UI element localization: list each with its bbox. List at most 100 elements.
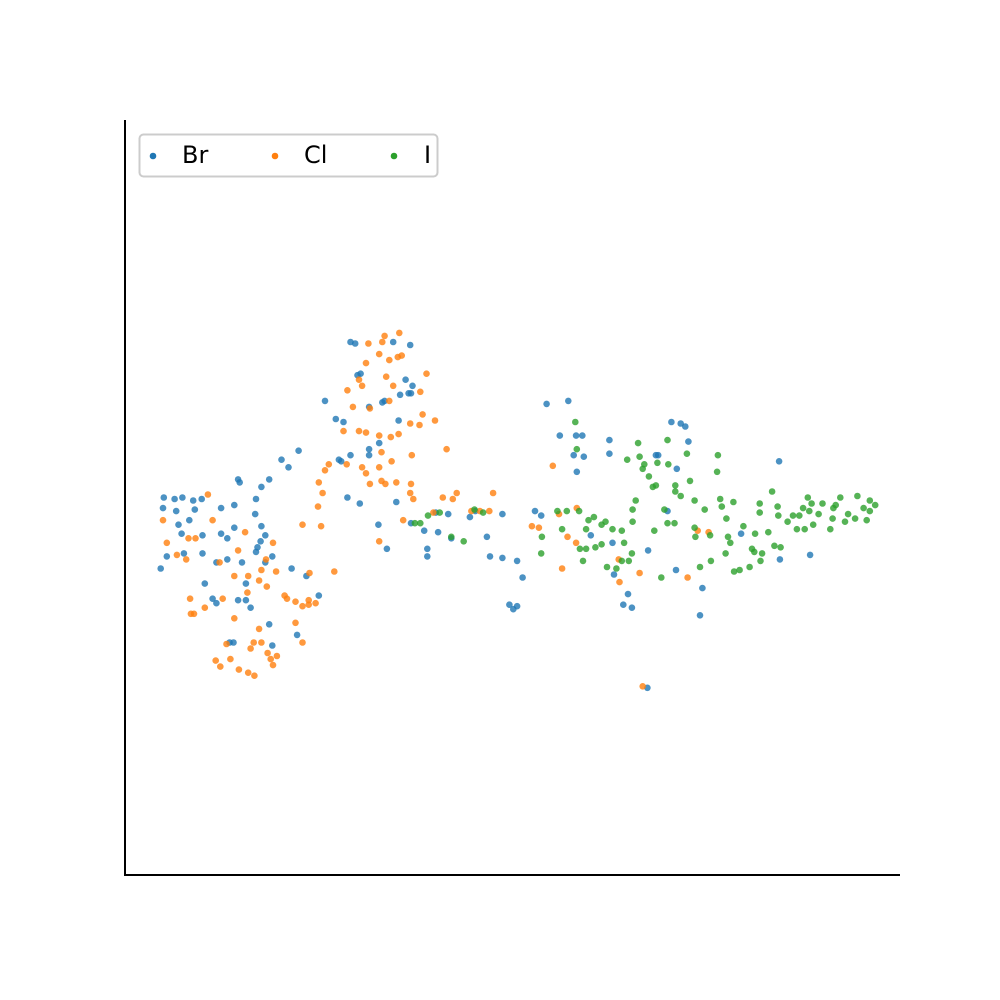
data-point-i	[664, 519, 671, 527]
data-point-cl	[449, 495, 457, 503]
data-point-i	[654, 459, 661, 467]
data-point-cl	[349, 403, 357, 411]
data-point-br	[238, 559, 246, 566]
data-point-cl	[443, 445, 450, 453]
legend-entry-i: I	[390, 141, 431, 169]
data-point-i	[756, 509, 763, 516]
legend-marker-cl	[271, 152, 279, 160]
data-point-br	[230, 639, 237, 646]
data-point-cl	[416, 421, 423, 429]
data-point-cl	[430, 509, 437, 516]
data-point-br	[610, 571, 618, 578]
data-point-br	[201, 580, 209, 587]
data-point-br	[293, 631, 301, 639]
data-point-br	[402, 376, 409, 384]
data-point-br	[199, 550, 206, 557]
data-point-br	[519, 574, 526, 581]
legend-entry-br: Br	[149, 141, 208, 169]
data-point-cl	[306, 569, 313, 577]
data-point-br	[199, 532, 206, 539]
data-point-cl	[201, 604, 209, 611]
data-point-i	[645, 473, 653, 480]
legend-label-cl: Cl	[304, 141, 327, 169]
data-point-br	[247, 604, 254, 611]
data-point-cl	[406, 489, 414, 497]
data-point-br	[254, 544, 261, 551]
data-point-cl	[264, 649, 271, 657]
data-point-cl	[375, 538, 383, 545]
data-point-br	[356, 500, 364, 507]
data-point-cl	[325, 461, 333, 468]
data-point-i	[784, 518, 791, 525]
data-point-i	[808, 500, 815, 507]
data-point-i	[672, 488, 679, 495]
data-point-i	[804, 494, 812, 501]
data-point-br	[696, 612, 704, 619]
data-point-br	[466, 513, 474, 521]
data-point-cl	[292, 598, 299, 605]
data-point-i	[602, 518, 609, 525]
data-point-i	[740, 522, 747, 530]
data-point-i	[686, 477, 694, 485]
data-point-cl	[241, 528, 249, 536]
data-point-br	[406, 341, 414, 349]
data-point-cl	[216, 559, 223, 566]
data-point-cl	[343, 461, 351, 468]
data-point-br	[383, 545, 391, 553]
data-point-cl	[419, 411, 426, 418]
data-point-i	[582, 525, 590, 533]
data-point-cl	[212, 657, 219, 664]
data-point-i	[774, 503, 781, 510]
data-point-br	[265, 621, 273, 628]
data-point-cl	[395, 430, 402, 438]
data-point-i	[651, 527, 658, 534]
data-point-i	[652, 482, 660, 489]
data-point-i	[756, 500, 763, 507]
data-point-i	[585, 516, 592, 524]
data-point-i	[618, 557, 626, 565]
data-point-br	[340, 418, 347, 426]
data-point-cl	[204, 491, 212, 498]
data-point-br	[499, 554, 506, 562]
data-point-br	[565, 397, 572, 405]
data-point-br	[234, 596, 242, 604]
data-point-i	[625, 557, 633, 565]
data-point-i	[576, 545, 584, 553]
data-point-i	[722, 550, 729, 557]
data-point-i	[775, 512, 782, 519]
data-point-cl	[255, 625, 263, 633]
data-point-cl	[258, 639, 265, 646]
data-point-br	[344, 494, 351, 501]
data-point-br	[606, 450, 613, 458]
data-point-cl	[386, 356, 393, 364]
data-point-br	[179, 494, 186, 501]
data-point-i	[632, 497, 639, 504]
data-point-i	[724, 533, 732, 541]
data-point-br	[685, 438, 692, 445]
data-point-br	[178, 530, 185, 537]
data-point-br	[198, 495, 205, 503]
data-point-i	[677, 492, 684, 500]
data-point-br	[375, 521, 382, 528]
data-point-i	[683, 450, 691, 458]
data-point-cl	[636, 569, 643, 577]
data-point-cl	[299, 521, 306, 528]
data-point-br	[606, 436, 613, 444]
data-point-cl	[273, 652, 281, 660]
data-point-cl	[223, 640, 230, 648]
data-point-i	[554, 507, 561, 515]
data-point-i	[819, 500, 826, 507]
data-point-i	[736, 566, 743, 574]
data-point-br	[375, 439, 383, 447]
data-point-i	[837, 494, 844, 501]
data-point-cl	[362, 359, 370, 367]
data-point-cl	[262, 556, 270, 563]
data-point-br	[513, 557, 521, 565]
data-point-br	[587, 532, 595, 539]
data-point-cl	[305, 596, 313, 604]
data-point-cl	[186, 595, 194, 602]
data-point-br	[224, 556, 231, 563]
data-point-cl	[406, 420, 414, 427]
data-point-br	[209, 595, 216, 602]
data-point-br	[186, 516, 193, 524]
